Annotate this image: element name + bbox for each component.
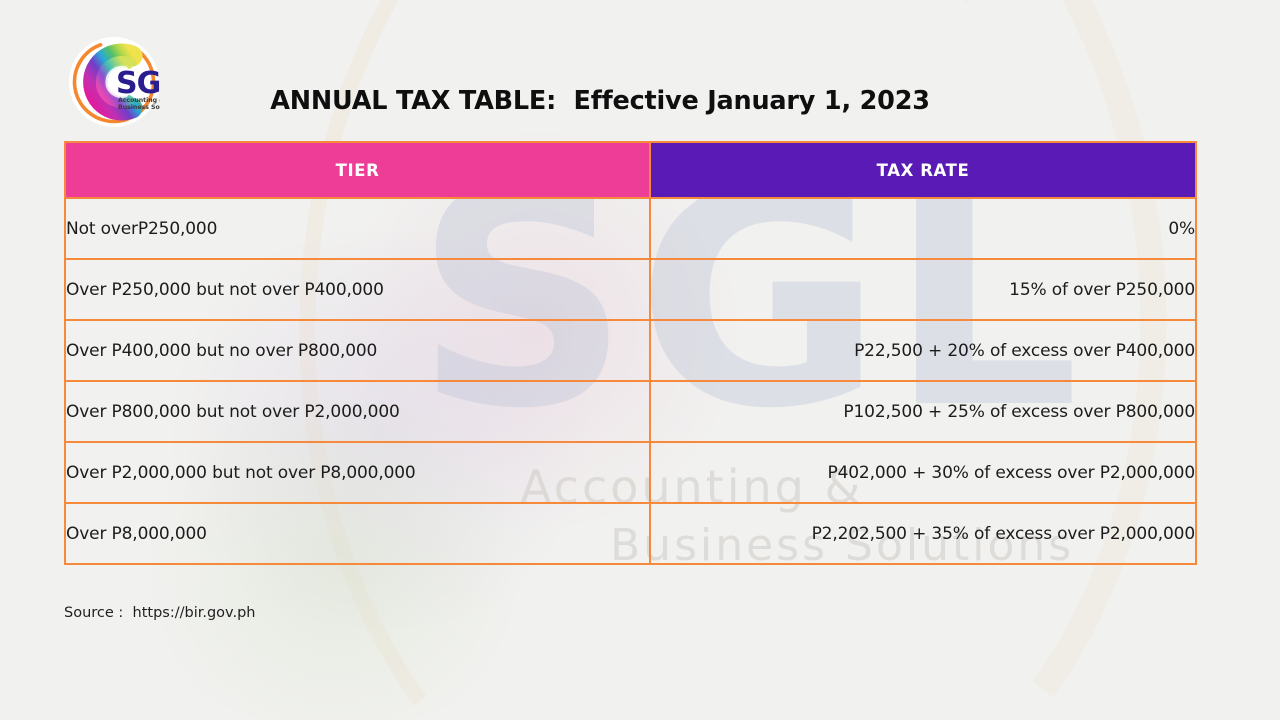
table-header-row: TIER TAX RATE xyxy=(64,141,1197,199)
source-note: Source : https://bir.gov.ph xyxy=(64,605,256,621)
cell-tier: Over P800,000 but not over P2,000,000 xyxy=(64,380,651,443)
svg-text:Business Solutions: Business Solutions xyxy=(118,104,160,111)
column-header-tax-rate: TAX RATE xyxy=(649,141,1197,199)
table-header: TIER TAX RATE xyxy=(64,141,1197,199)
table-row: Over P250,000 but not over P400,000 15% … xyxy=(64,258,1197,321)
cell-tier: Over P2,000,000 but not over P8,000,000 xyxy=(64,441,651,504)
annual-tax-table: TIER TAX RATE Not overP250,000 0% Over P… xyxy=(64,141,1197,565)
svg-text:Accounting &: Accounting & xyxy=(118,97,160,104)
table-row: Over P8,000,000 P2,202,500 + 35% of exce… xyxy=(64,502,1197,565)
cell-tax-rate: P22,500 + 20% of excess over P400,000 xyxy=(649,319,1197,382)
table-row: Over P2,000,000 but not over P8,000,000 … xyxy=(64,441,1197,504)
sgl-logo-icon: SGL Accounting & Business Solutions xyxy=(68,36,184,128)
table-row: Over P400,000 but no over P800,000 P22,5… xyxy=(64,319,1197,382)
cell-tax-rate: 15% of over P250,000 xyxy=(649,258,1197,321)
table-row: Over P800,000 but not over P2,000,000 P1… xyxy=(64,380,1197,443)
cell-tax-rate: P2,202,500 + 35% of excess over P2,000,0… xyxy=(649,502,1197,565)
cell-tier: Over P400,000 but no over P800,000 xyxy=(64,319,651,382)
cell-tier: Over P250,000 but not over P400,000 xyxy=(64,258,651,321)
table-body: Not overP250,000 0% Over P250,000 but no… xyxy=(64,197,1197,565)
page-title: ANNUAL TAX TABLE: Effective January 1, 2… xyxy=(270,86,930,116)
svg-text:SGL: SGL xyxy=(116,66,160,101)
cell-tax-rate: 0% xyxy=(649,197,1197,260)
cell-tier: Not overP250,000 xyxy=(64,197,651,260)
cell-tax-rate: P402,000 + 30% of excess over P2,000,000 xyxy=(649,441,1197,504)
column-header-tier: TIER xyxy=(64,141,651,199)
table-row: Not overP250,000 0% xyxy=(64,197,1197,260)
cell-tier: Over P8,000,000 xyxy=(64,502,651,565)
cell-tax-rate: P102,500 + 25% of excess over P800,000 xyxy=(649,380,1197,443)
